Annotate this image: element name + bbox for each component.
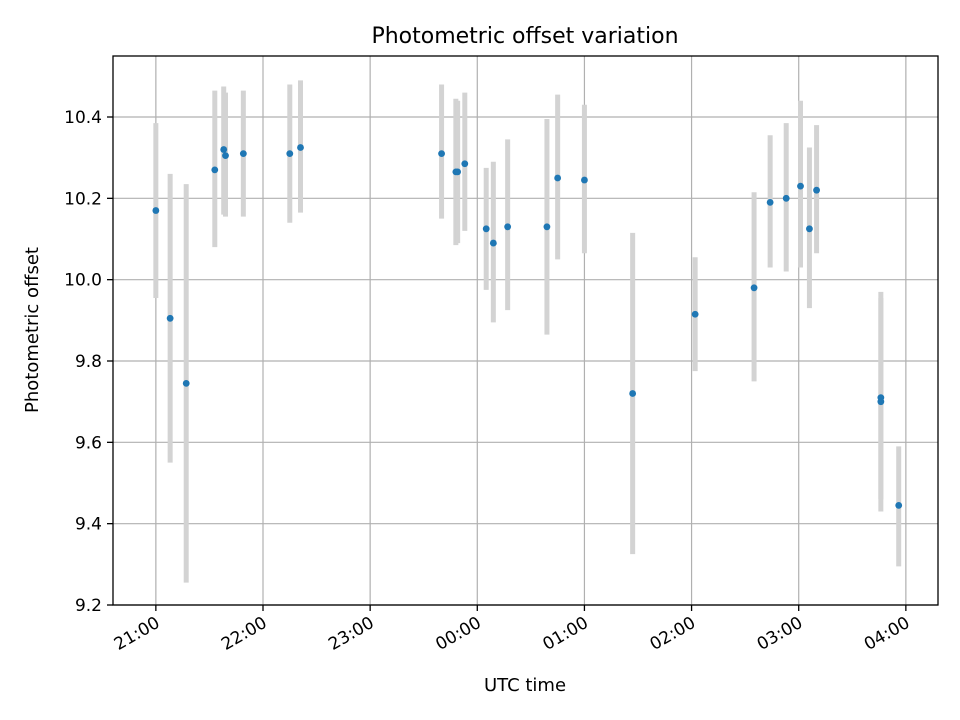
data-point [286, 150, 294, 158]
y-tick-label: 9.2 [75, 596, 102, 616]
data-point [797, 182, 804, 190]
x-tick-label: 23:00 [325, 613, 377, 655]
data-point [489, 239, 497, 247]
data-point [750, 284, 758, 292]
plot-frame [112, 55, 939, 606]
x-axis-ticks: 21:00 22:00 23:00 00:00 01:00 02:00 03:00 04:00 [111, 605, 913, 655]
x-tick-label: 22:00 [218, 613, 270, 655]
data-point [182, 379, 190, 387]
y-tick-label: 10.2 [64, 189, 102, 209]
data-point [461, 160, 469, 168]
y-tick-label: 9.4 [75, 515, 102, 535]
x-tick-label: 02:00 [647, 613, 699, 655]
data-point [813, 186, 820, 194]
data-point [152, 207, 160, 214]
y-tick-label: 9.8 [75, 352, 102, 372]
data-point [222, 152, 229, 160]
data-point [766, 199, 774, 206]
data-point [211, 166, 219, 174]
x-tick-label: 04:00 [861, 613, 913, 655]
data-point [629, 390, 637, 397]
data-point [543, 223, 551, 231]
data-point [239, 150, 247, 158]
error-bars [153, 80, 902, 583]
x-tick-label: 00:00 [432, 613, 484, 655]
data-point [877, 398, 885, 406]
y-axis-ticks: 9.2 9.4 9.6 9.8 10.0 10.2 10.4 [64, 108, 113, 616]
data-point [691, 310, 699, 318]
data-point [297, 144, 304, 151]
data-point [220, 146, 228, 153]
data-points [152, 144, 903, 509]
data-point [438, 150, 445, 158]
data-point [806, 225, 813, 233]
data-point [895, 501, 903, 509]
data-point [504, 223, 512, 231]
data-point [554, 174, 562, 182]
chart-title: Photometric offset variation [371, 24, 678, 49]
x-tick-label: 01:00 [539, 613, 591, 655]
y-tick-label: 10.4 [64, 108, 102, 128]
x-axis-label: UTC time [484, 675, 566, 696]
data-point [166, 314, 174, 322]
x-tick-label: 21:00 [111, 613, 163, 655]
data-point [782, 194, 790, 202]
y-tick-label: 10.0 [64, 271, 102, 291]
data-point [482, 225, 490, 233]
x-tick-label: 03:00 [754, 613, 806, 655]
data-point [454, 168, 462, 176]
y-tick-label: 9.6 [75, 433, 102, 453]
y-axis-label: Photometric offset [22, 247, 43, 413]
data-point [581, 176, 588, 184]
